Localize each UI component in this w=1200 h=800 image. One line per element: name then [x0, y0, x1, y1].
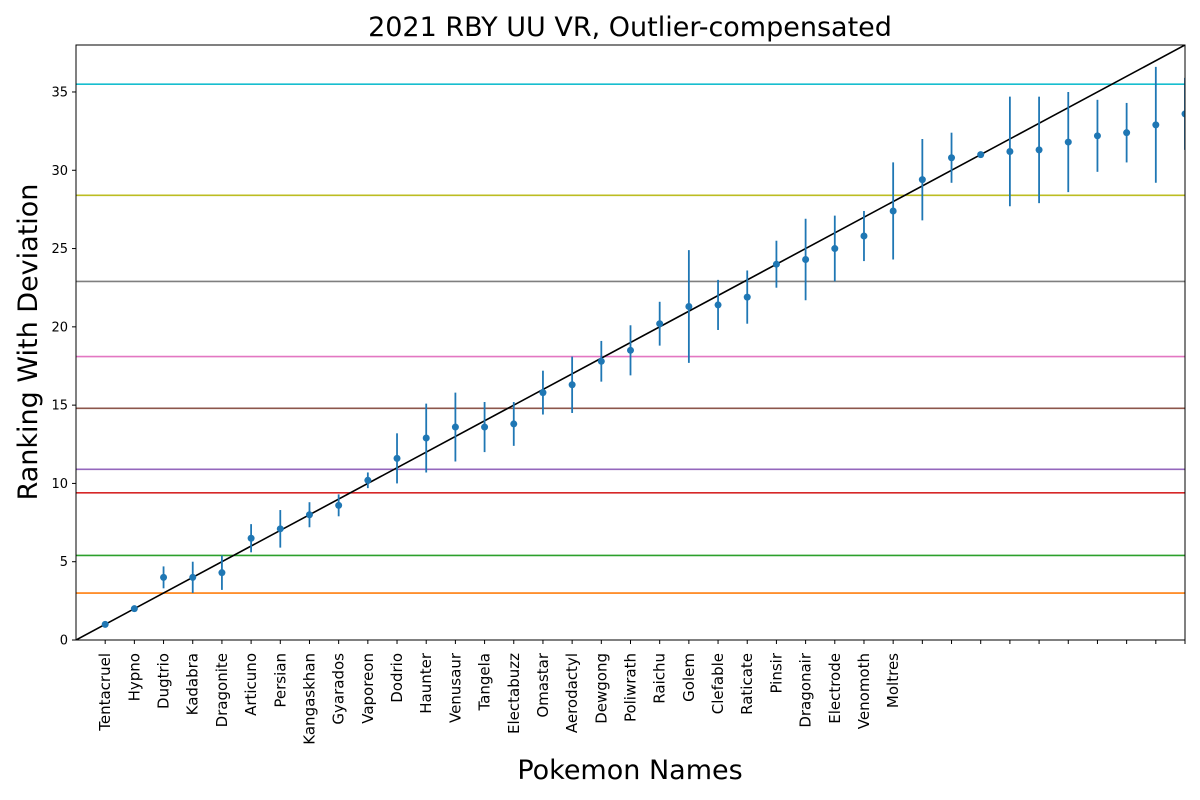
data-point [539, 389, 547, 397]
data-point [335, 501, 343, 509]
data-point [627, 346, 634, 354]
x-tick-label: Hypno [125, 653, 143, 701]
data-point [772, 260, 780, 268]
data-point [831, 245, 839, 253]
y-tick-label: 20 [51, 320, 68, 335]
x-tick-label: Omastar [534, 652, 552, 717]
x-tick-label: Golem [680, 653, 698, 702]
x-axis-label: Pokemon Names [517, 755, 742, 786]
data-point [481, 423, 489, 431]
data-point [510, 420, 518, 428]
x-tick-label: Pinsir [767, 652, 785, 693]
data-point [977, 151, 985, 159]
x-tick-label: Dugtrio [155, 653, 173, 709]
data-point [948, 154, 956, 162]
data-point [1152, 121, 1160, 129]
data-point [1123, 129, 1131, 137]
plot-area: 0 5 10 15 20 25 30 35 Tentacruel Hypno Dugtrio Kada… [51, 44, 1186, 745]
y-tick-label: 5 [60, 555, 68, 570]
data-point [918, 176, 926, 184]
x-tick-label: Tentacruel [96, 653, 114, 732]
data-point [1093, 132, 1101, 140]
data-point [130, 605, 138, 613]
data-point [276, 525, 284, 533]
y-tick-label: 25 [51, 242, 68, 257]
chart-title: 2021 RBY UU VR, Outlier-compensated [368, 12, 892, 43]
y-tick-label: 10 [51, 477, 68, 492]
x-tick-label: Electrode [826, 653, 844, 724]
y-tick-label: 35 [51, 85, 68, 100]
data-point [714, 301, 722, 309]
x-tick-label: Kadabra [184, 653, 202, 715]
data-point [597, 357, 605, 365]
x-tick-label: Aerodactyl [563, 653, 581, 733]
data-point [1006, 147, 1014, 155]
x-tick-label: Haunter [417, 652, 435, 714]
data-point [422, 434, 430, 442]
data-point [247, 534, 255, 542]
data-point [189, 573, 197, 581]
x-tick-label: Persian [271, 653, 289, 708]
plot-clip-group [76, 45, 1185, 640]
x-tick-label: Dewgong [592, 653, 610, 724]
x-tick-label: Dodrio [388, 653, 406, 703]
x-tick-label: Raticate [738, 653, 756, 715]
data-point [393, 454, 401, 462]
y-tick-label: 30 [51, 164, 68, 179]
y-tick-label: 0 [60, 634, 68, 649]
data-point [743, 293, 751, 301]
x-tick-label: Clefable [709, 653, 727, 714]
x-tick-label: Vaporeon [359, 653, 377, 724]
x-tick-label: Gyarados [330, 653, 348, 725]
data-point [1035, 146, 1043, 154]
x-tick-label: Kangaskhan [300, 653, 318, 745]
data-point [860, 232, 868, 240]
y-tick-label: 15 [51, 399, 68, 414]
data-point [364, 476, 372, 484]
data-point [1181, 110, 1185, 118]
x-tick-label: Venomoth [855, 653, 873, 729]
data-point [218, 569, 226, 577]
x-tick-label: Dragonite [213, 653, 231, 727]
data-point [1064, 138, 1072, 146]
x-tick-label: Venusaur [446, 652, 464, 723]
x-tick-label: Electabuzz [505, 653, 523, 734]
x-tick-label: Dragonair [797, 652, 815, 727]
data-point [889, 207, 897, 215]
y-axis-label: Ranking With Deviation [13, 184, 44, 501]
x-tick-label: Raichu [651, 653, 669, 704]
data-point [305, 511, 313, 519]
data-point [101, 620, 109, 628]
data-point [656, 320, 664, 328]
x-tick-label: Poliwrath [622, 653, 640, 722]
x-tick-label: Articuno [242, 653, 260, 716]
data-point [568, 381, 576, 389]
data-point [685, 302, 693, 310]
data-point [451, 423, 459, 431]
data-point [802, 256, 810, 264]
x-tick-label: Moltres [884, 653, 902, 708]
data-point [160, 573, 168, 581]
x-tick-label: Tangela [476, 653, 494, 712]
